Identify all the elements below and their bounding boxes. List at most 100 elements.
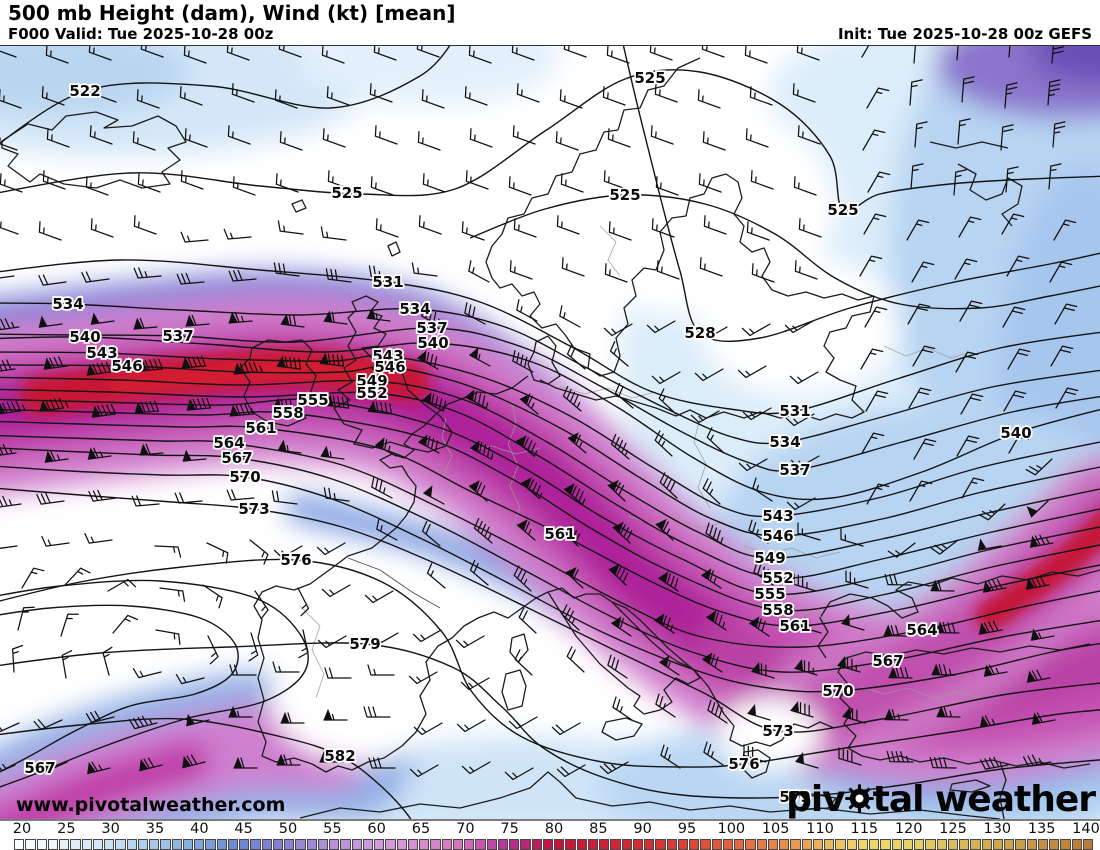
contour-label: 582 [324,747,355,765]
colorbar-cell [59,839,70,850]
contour-label: 540 [417,334,448,352]
colorbar-cell [857,839,868,850]
map-header: 500 mb Height (dam), Wind (kt) [mean] F0… [0,0,1100,45]
contour-label: 543 [372,347,403,365]
colorbar-cell [655,839,666,850]
colorbar-cell [92,839,103,850]
colorbar-tick-label: 70 [456,821,475,837]
colorbar-tick-label: 140 [1072,821,1100,837]
colorbar-cell [565,839,576,850]
colorbar-cell [194,839,205,850]
colorbar-cell [677,839,688,850]
colorbar-tick-label: 30 [101,821,120,837]
colorbar-cell [756,839,767,850]
colorbar-cell [486,839,497,850]
colorbar-cell [767,839,778,850]
colorbar-tick-label: 135 [1027,821,1056,837]
colorbar-cell [621,839,632,850]
contour-label: 579 [779,788,810,806]
colorbar-cell [149,839,160,850]
colorbar-cell [902,839,913,850]
colorbar-cell [126,839,137,850]
valid-time-label: F000 Valid: Tue 2025-10-28 00z [8,25,274,43]
colorbar-cell [351,839,362,850]
contour-label: 552 [762,569,793,587]
contour-label: 561 [544,525,575,543]
contour-label: 522 [69,82,100,100]
colorbar-cell [385,839,396,850]
colorbar-cell [824,839,835,850]
colorbar-cell [914,839,925,850]
contour-label: 561 [779,617,810,635]
contour-label: 543 [762,507,793,525]
colorbar-cell [554,839,565,850]
colorbar-cell [284,839,295,850]
colorbar-cell [531,839,542,850]
colorbar-cell [745,839,756,850]
contour-label: 528 [684,324,715,342]
colorbar-cell [25,839,36,850]
contour-label: 561 [245,419,276,437]
contour-label: 525 [827,201,858,219]
colorbar-tick-label: 110 [806,821,834,837]
contour-label: 579 [349,635,380,653]
colorbar-cell [689,839,700,850]
colorbar-tick-label: 120 [894,821,923,837]
contour-label: 549 [754,549,785,567]
contour-label: 546 [374,358,405,376]
colorbar-cell [1082,839,1093,850]
colorbar-tick-label: 45 [234,821,253,837]
map-canvas: 522 525 525 525 525 528 531 531 534 534 534 537 537 5… [0,45,1100,821]
colorbar-cell [374,839,385,850]
contour-label: 546 [762,527,793,545]
colorbar-cell [880,839,891,850]
colorbar-cell [790,839,801,850]
colorbar-cell [542,839,553,850]
colorbar-cell [396,839,407,850]
contour-label: 525 [634,69,665,87]
colorbar-cell [464,839,475,850]
colorbar-tick-label: 20 [12,821,32,837]
contour-label: 531 [779,402,810,420]
colorbar-cell [509,839,520,850]
colorbar-cell [317,839,328,850]
colorbar-cell [801,839,812,850]
colorbar-tick-label: 95 [677,821,697,837]
contour-label: 546 [111,357,142,375]
contour-label: 570 [822,682,853,700]
colorbar-cell [250,839,261,850]
colorbar-tick-label: 75 [500,821,519,837]
contour-label: 567 [872,652,903,670]
colorbar-cell [115,839,126,850]
colorbar-cell [610,839,621,850]
colorbar-cell [587,839,598,850]
colorbar-cell [329,839,340,850]
colorbar-cell [734,839,745,850]
colorbar-cell [104,839,115,850]
colorbar-cell [70,839,81,850]
colorbar-cell [846,839,857,850]
colorbar-cell [14,839,25,850]
colorbar-cell [936,839,947,850]
colorbar-tick-label: 100 [717,821,746,837]
colorbar-tick-label: 60 [367,821,386,837]
contour-label: 555 [297,391,328,409]
contour-label: 564 [213,434,244,452]
contour-label: 558 [272,404,303,422]
gear-icon [844,783,875,819]
colorbar-cell [295,839,306,850]
colorbar-cells [14,839,1094,850]
colorbar-cell [340,839,351,850]
colorbar-cell [407,839,418,850]
colorbar-cell [947,839,958,850]
colorbar-cell [666,839,677,850]
colorbar-cell [239,839,250,850]
colorbar-cell [430,839,441,850]
colorbar-cell [160,839,171,850]
colorbar-cell [959,839,970,850]
colorbar-tick-label: 85 [589,821,608,837]
contour-label: 534 [399,300,430,318]
contour-label: 534 [52,295,83,313]
colorbar-cell [869,839,880,850]
